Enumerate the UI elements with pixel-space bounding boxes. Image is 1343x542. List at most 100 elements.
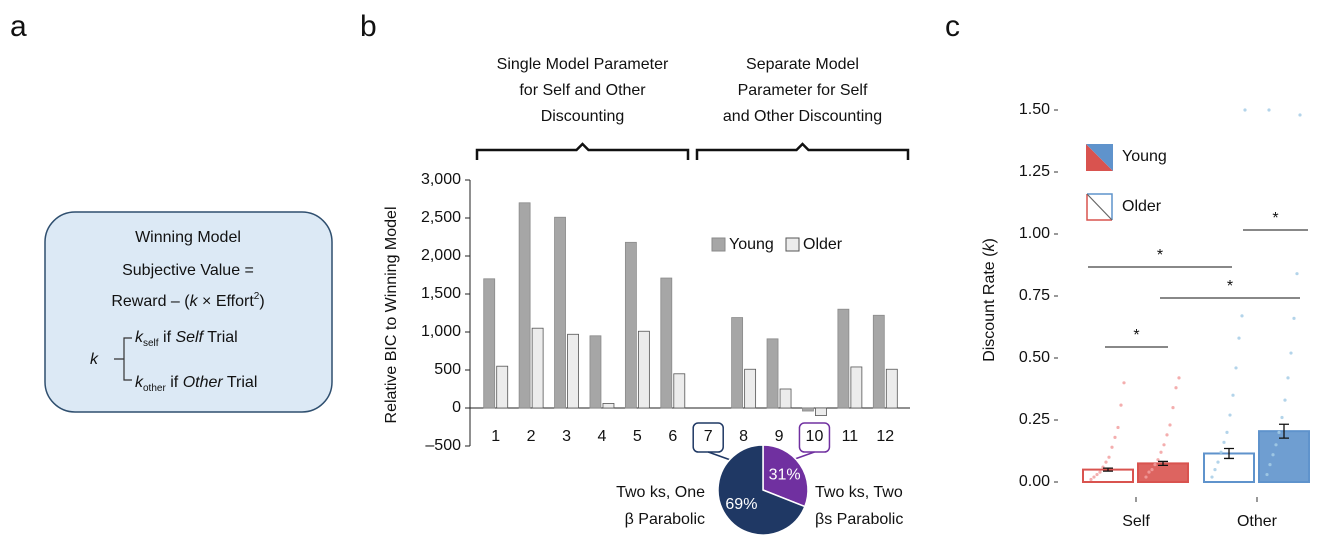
significance-star: * [1227, 278, 1233, 295]
data-point [1234, 366, 1238, 370]
x-tick-label: 4 [598, 428, 607, 445]
bar [837, 308, 850, 409]
self-line: kself if Self Trial [135, 329, 238, 349]
data-point [1271, 453, 1275, 457]
data-point [1113, 435, 1117, 439]
pie-value-label: 69% [725, 496, 757, 513]
other-line: kother if Other Trial [135, 374, 257, 394]
data-point [1147, 470, 1151, 474]
x-tick-label: 2 [527, 428, 536, 445]
pie-value-label: 31% [769, 467, 801, 484]
y-axis-label: Relative BIC to Winning Model [383, 207, 400, 424]
bar [602, 403, 615, 409]
legend-label: Older [803, 236, 843, 253]
group-label: Discounting [541, 108, 625, 125]
bracket [475, 142, 690, 160]
significance-star: * [1272, 210, 1278, 227]
data-point [1292, 316, 1296, 320]
legend-swatch [1087, 193, 1113, 220]
bracket [695, 142, 910, 160]
x-tick-label: 1 [491, 428, 500, 445]
data-point [1219, 450, 1223, 454]
x-tick-label: Self [1122, 513, 1150, 530]
pie-slice [762, 444, 809, 508]
error-bar [1279, 423, 1289, 439]
data-point [1110, 445, 1114, 449]
bar [850, 366, 863, 409]
pie-label: βs Parabolic [815, 511, 903, 528]
data-point [1267, 108, 1271, 112]
error-bar [1224, 447, 1234, 460]
bar [885, 368, 898, 409]
x-tick-label: 5 [633, 428, 642, 445]
equation: Subjective Value = [122, 262, 254, 279]
data-point [1225, 430, 1229, 434]
panel-label: a [10, 10, 27, 43]
data-point [1168, 423, 1172, 427]
y-tick-label: 2,000 [421, 247, 461, 264]
equation: Reward – (k × Effort2) [111, 291, 264, 310]
y-tick-label: 0.25 [1019, 411, 1050, 428]
x-tick-label: 10 [806, 428, 824, 445]
significance-star: * [1157, 247, 1163, 264]
data-point [1286, 376, 1290, 380]
data-point [1295, 272, 1299, 276]
bar [744, 368, 757, 409]
bar [872, 314, 885, 409]
y-tick-label: 1,000 [421, 323, 461, 340]
legend-label: Young [729, 236, 774, 253]
data-point [1092, 475, 1096, 479]
data-point [1098, 470, 1102, 474]
legend-label: Young [1122, 148, 1167, 165]
x-tick-label: 11 [842, 428, 859, 445]
bar [496, 365, 509, 409]
box-title: Winning Model [135, 229, 241, 246]
data-point [1119, 403, 1123, 407]
bar [531, 327, 544, 409]
y-tick-label: –500 [425, 437, 461, 454]
brace [114, 337, 132, 381]
y-tick-label: 2,500 [421, 209, 461, 226]
data-point [1289, 351, 1293, 355]
bar [1137, 462, 1189, 483]
data-point [1274, 443, 1278, 447]
data-point [1156, 458, 1160, 462]
y-tick-label: 3,000 [421, 171, 461, 188]
bar [637, 330, 650, 409]
pie-label: Two ks, One [616, 484, 705, 501]
bar [660, 277, 673, 409]
legend-swatch [711, 237, 726, 252]
data-point [1107, 455, 1111, 459]
y-tick-label: 0 [452, 399, 461, 416]
pie-label: β Parabolic [625, 511, 705, 528]
data-point [1265, 472, 1269, 477]
legend-swatch [1086, 144, 1113, 171]
panel-label: b [360, 10, 377, 43]
bar [518, 202, 531, 409]
bar [589, 335, 602, 409]
error-bar [1103, 467, 1113, 472]
data-point [1216, 460, 1220, 464]
legend-swatch [1086, 193, 1113, 221]
y-tick-label: 0.50 [1019, 349, 1050, 366]
data-point [1222, 440, 1226, 444]
data-point [1116, 425, 1120, 430]
data-point [1150, 468, 1154, 472]
legend-swatch [785, 237, 800, 252]
data-point [1298, 113, 1302, 117]
bar [731, 317, 744, 409]
group-label: and Other Discounting [723, 108, 882, 125]
bar [624, 241, 637, 409]
data-point [1283, 398, 1287, 402]
y-tick-label: 1.00 [1019, 225, 1050, 242]
data-point [1162, 443, 1166, 447]
data-point [1280, 415, 1284, 420]
data-point [1122, 381, 1126, 385]
significance-star: * [1133, 327, 1139, 344]
bar [483, 278, 496, 409]
y-tick-label: 0.00 [1019, 473, 1050, 490]
k-symbol: k [90, 351, 99, 368]
data-point [1177, 376, 1181, 380]
data-point [1210, 475, 1214, 479]
y-axis-label: Discount Rate (k) [981, 238, 998, 362]
